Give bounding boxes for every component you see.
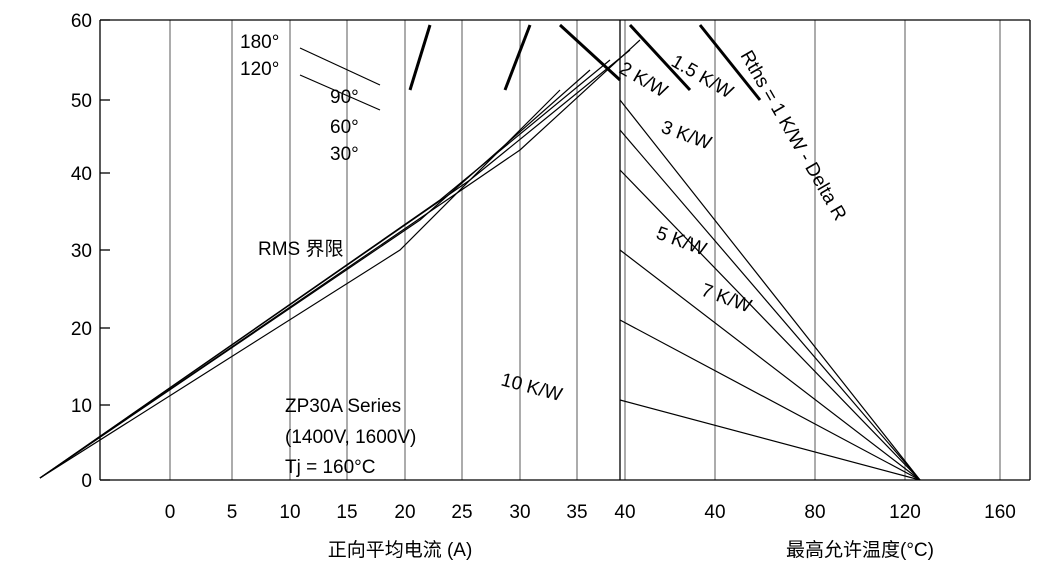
angle-label: 60° bbox=[330, 117, 359, 138]
x-tick-label: 5 bbox=[227, 502, 238, 523]
resistance-label: Rths = 1 K/W - Delta R bbox=[736, 47, 851, 224]
x-tick-label: 160 bbox=[984, 502, 1016, 523]
angle-label: 180° bbox=[240, 32, 279, 53]
plot-frame bbox=[99, 19, 1031, 481]
x-tick-label: 40 bbox=[614, 502, 635, 523]
y-tick-label: 10 bbox=[71, 396, 92, 417]
rms-label: RMS 界限 bbox=[258, 238, 344, 260]
angle-label: 120° bbox=[240, 59, 279, 80]
y-tick-label: 30 bbox=[71, 241, 92, 262]
device-rating: (1400V, 1600V) bbox=[285, 427, 416, 448]
resistance-label: 5 K/W bbox=[653, 223, 709, 260]
resistance-label: 10 K/W bbox=[499, 370, 565, 406]
y-tick-label: 50 bbox=[71, 91, 92, 112]
x-tick-label: 30 bbox=[509, 502, 530, 523]
x-tick-label: 0 bbox=[165, 502, 176, 523]
x-axis-title: 最高允许温度(°C) bbox=[786, 539, 934, 561]
x-tick-label: 120 bbox=[889, 502, 921, 523]
x-tick-label: 20 bbox=[394, 502, 415, 523]
device-tj: Tj = 160°C bbox=[285, 457, 376, 478]
y-tick-label: 40 bbox=[71, 164, 92, 185]
angle-label: 30° bbox=[330, 144, 359, 165]
x-axis-title: 正向平均电流 (A) bbox=[328, 539, 473, 561]
x-tick-label: 25 bbox=[451, 502, 472, 523]
x-tick-label: 15 bbox=[336, 502, 357, 523]
angle-label: 90° bbox=[330, 87, 359, 108]
curves bbox=[39, 23, 921, 481]
x-tick-label: 10 bbox=[279, 502, 300, 523]
resistance-label: 3 K/W bbox=[658, 117, 714, 154]
y-tick-label: 60 bbox=[71, 11, 92, 32]
resistance-label: 7 K/W bbox=[698, 280, 754, 317]
resistance-label: 2 K/W bbox=[616, 58, 671, 102]
x-tick-label: 80 bbox=[804, 502, 825, 523]
device-name: ZP30A Series bbox=[285, 396, 401, 417]
y-tick-label: 0 bbox=[81, 471, 92, 492]
x-tick-label: 40 bbox=[704, 502, 725, 523]
x-tick-label: 35 bbox=[566, 502, 587, 523]
y-tick-label: 20 bbox=[71, 319, 92, 340]
